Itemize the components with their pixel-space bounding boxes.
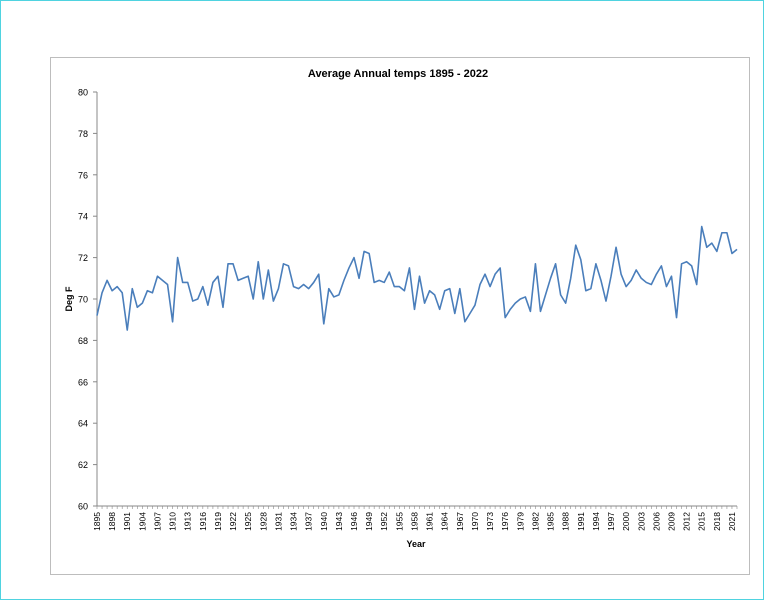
y-tick-label: 80 — [78, 88, 88, 98]
x-tick-label: 1901 — [122, 512, 132, 531]
x-tick-label: 1976 — [500, 512, 510, 531]
x-tick-label: 2003 — [636, 512, 646, 531]
x-tick-label: 1928 — [258, 512, 268, 531]
y-tick-label: 62 — [78, 460, 88, 470]
x-tick-label: 1907 — [152, 512, 162, 531]
x-tick-label: 1964 — [440, 512, 450, 531]
x-tick-label: 1973 — [485, 512, 495, 531]
x-tick-label: 1994 — [591, 512, 601, 531]
x-tick-label: 2015 — [697, 512, 707, 531]
y-tick-label: 72 — [78, 253, 88, 263]
y-tick-label: 74 — [78, 212, 88, 222]
x-tick-label: 1898 — [107, 512, 117, 531]
series-line — [96, 225, 738, 331]
y-tick-label: 64 — [78, 419, 88, 429]
x-tick-label: 1949 — [364, 512, 374, 531]
x-tick-label: 1943 — [334, 512, 344, 531]
x-axis-ticks: 1895 1898 1901 1904 1907 1910 1913 1916 1919 1922… — [92, 506, 738, 531]
y-tick-label: 68 — [78, 336, 88, 346]
x-tick-label: 1922 — [228, 512, 238, 531]
x-tick-label: 1961 — [425, 512, 435, 531]
x-tick-label: 1997 — [606, 512, 616, 531]
x-tick-label: 1946 — [349, 512, 359, 531]
y-tick-label: 78 — [78, 129, 88, 139]
x-tick-label: 2000 — [621, 512, 631, 531]
x-axis-label: Year — [406, 539, 426, 549]
x-tick-label: 1958 — [409, 512, 419, 531]
x-tick-label: 1955 — [394, 512, 404, 531]
x-tick-label: 1940 — [319, 512, 329, 531]
x-tick-label: 1895 — [92, 512, 102, 531]
x-tick-label: 1967 — [455, 512, 465, 531]
x-tick-label: 1925 — [243, 512, 253, 531]
x-tick-label: 2012 — [682, 512, 692, 531]
chart-title: Average Annual temps 1895 - 2022 — [308, 68, 488, 80]
x-tick-label: 1985 — [546, 512, 556, 531]
x-tick-label: 1937 — [304, 512, 314, 531]
x-tick-label: 2021 — [727, 512, 737, 531]
x-tick-label: 1913 — [183, 512, 193, 531]
x-tick-label: 1910 — [168, 512, 178, 531]
y-tick-label: 60 — [78, 502, 88, 512]
x-tick-label: 1952 — [379, 512, 389, 531]
x-tick-label: 2006 — [651, 512, 661, 531]
x-tick-label: 1982 — [530, 512, 540, 531]
chart-area — [50, 57, 750, 575]
x-tick-label: 1988 — [561, 512, 571, 531]
x-tick-label: 2009 — [666, 512, 676, 531]
x-tick-label: 1919 — [213, 512, 223, 531]
x-tick-label: 2018 — [712, 512, 722, 531]
y-tick-label: 66 — [78, 377, 88, 387]
x-tick-label: 1970 — [470, 512, 480, 531]
x-tick-label: 1934 — [289, 512, 299, 531]
x-tick-label: 1916 — [198, 512, 208, 531]
series-group — [96, 225, 738, 331]
y-tick-label: 76 — [78, 170, 88, 180]
x-tick-label: 1931 — [273, 512, 283, 531]
x-tick-label: 1991 — [576, 512, 586, 531]
y-axis-ticks: 60 62 64 66 68 70 72 74 76 78 80 — [78, 88, 97, 512]
x-tick-label: 1979 — [515, 512, 525, 531]
y-axis-label: Deg F — [64, 286, 74, 312]
y-tick-label: 70 — [78, 295, 88, 305]
x-tick-label: 1904 — [137, 512, 147, 531]
